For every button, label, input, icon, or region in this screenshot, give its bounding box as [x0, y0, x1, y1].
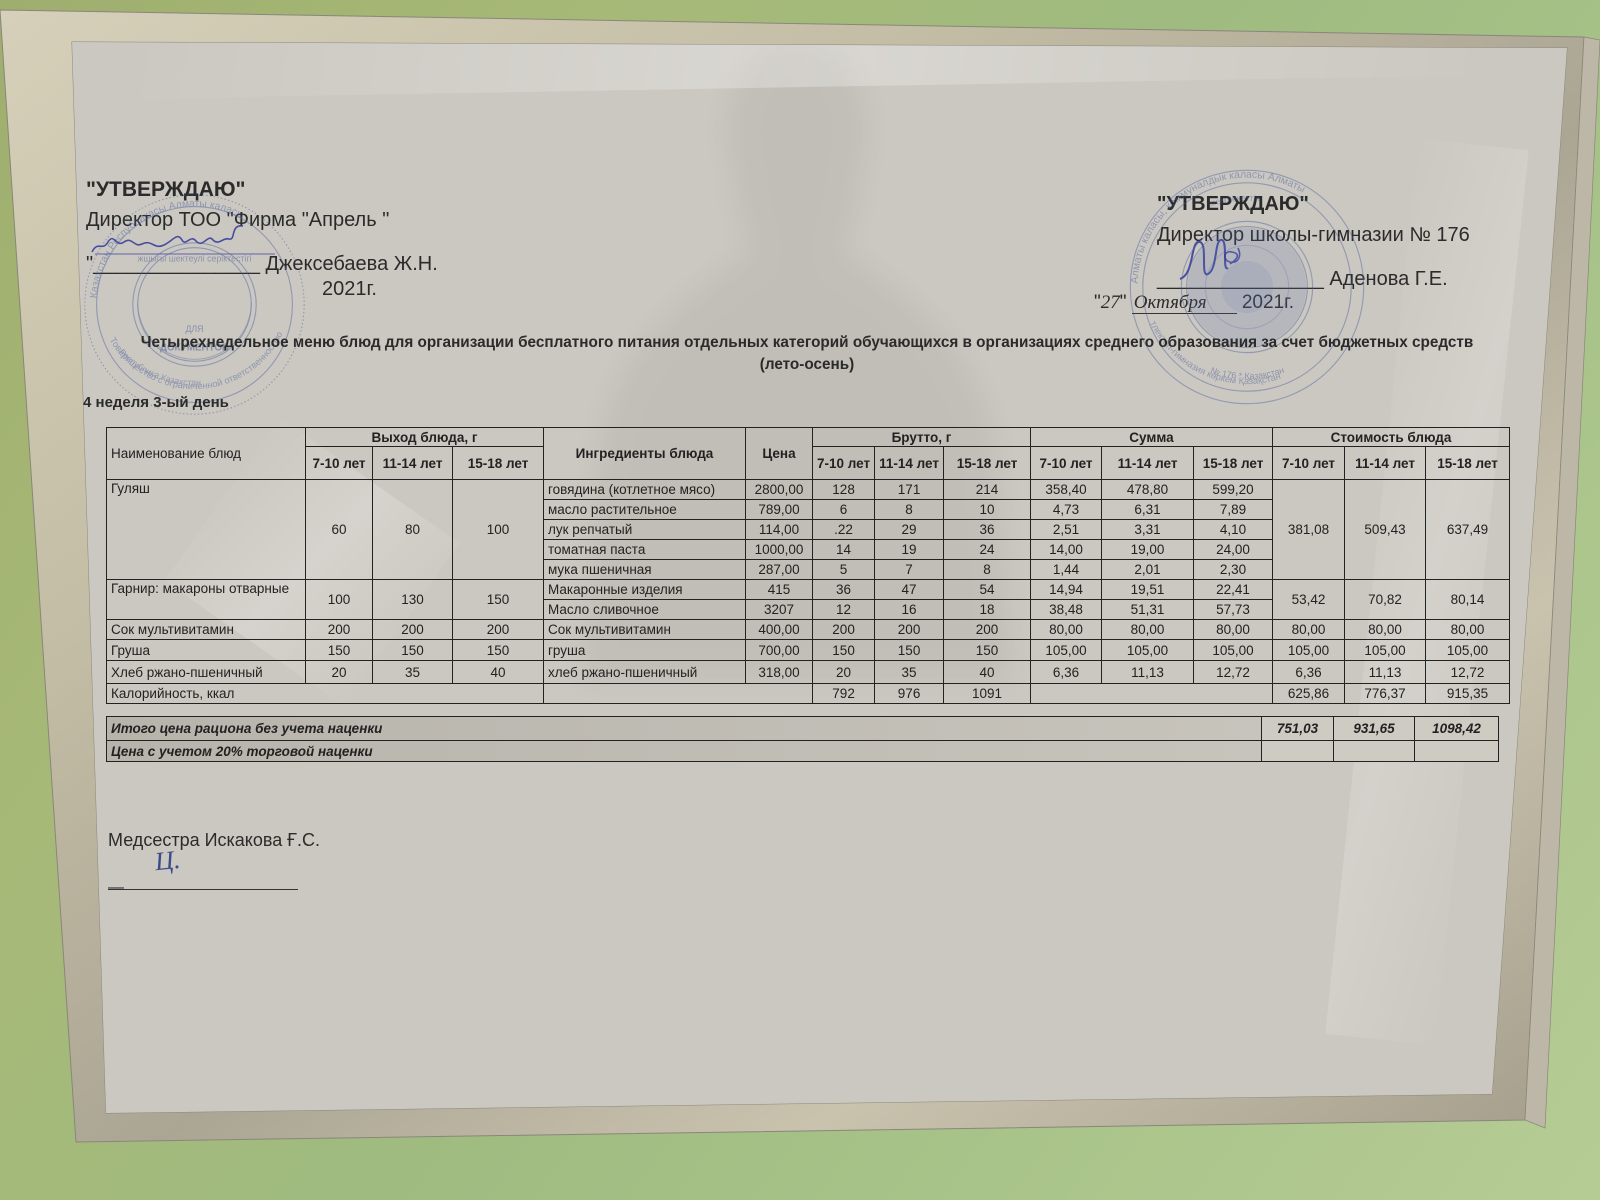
svg-text:мемлекеттiк: мемлекеттiк	[1208, 193, 1260, 209]
svg-text:жшыгы шектеулi серiктестiгi: жшыгы шектеулi серiктестiгi	[137, 253, 251, 263]
